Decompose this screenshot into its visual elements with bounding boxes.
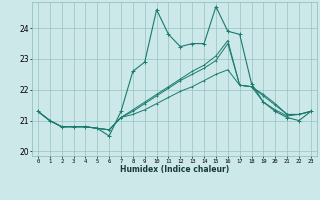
X-axis label: Humidex (Indice chaleur): Humidex (Indice chaleur) [120,165,229,174]
